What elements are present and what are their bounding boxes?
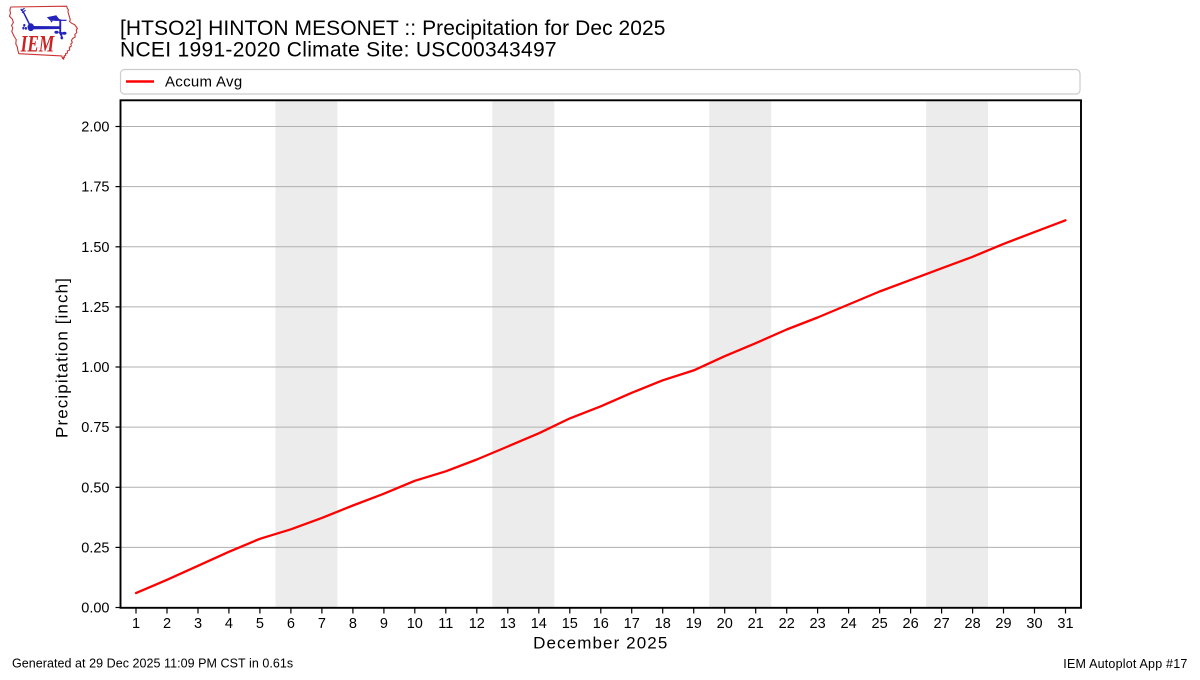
svg-text:16: 16: [593, 616, 609, 632]
svg-text:13: 13: [500, 616, 516, 632]
svg-text:25: 25: [872, 616, 888, 632]
svg-text:0.50: 0.50: [81, 480, 109, 496]
svg-text:9: 9: [380, 616, 388, 632]
svg-text:15: 15: [562, 616, 578, 632]
svg-text:[HTSO2] HINTON MESONET :: Prec: [HTSO2] HINTON MESONET :: Precipitation …: [120, 17, 666, 40]
svg-text:28: 28: [965, 616, 981, 632]
svg-text:10: 10: [407, 616, 423, 632]
svg-text:29: 29: [995, 616, 1011, 632]
svg-text:31: 31: [1057, 616, 1073, 632]
svg-text:December 2025: December 2025: [533, 633, 668, 652]
svg-text:14: 14: [531, 616, 547, 632]
svg-text:Precipitation [inch]: Precipitation [inch]: [53, 277, 72, 438]
svg-text:17: 17: [624, 616, 640, 632]
svg-text:8: 8: [349, 616, 357, 632]
svg-text:NCEI 1991-2020 Climate Site: U: NCEI 1991-2020 Climate Site: USC00343497: [120, 39, 557, 62]
svg-text:2.00: 2.00: [81, 120, 109, 136]
svg-text:30: 30: [1026, 616, 1042, 632]
svg-text:3: 3: [194, 616, 202, 632]
svg-text:1.75: 1.75: [81, 180, 109, 196]
svg-text:1: 1: [132, 616, 140, 632]
svg-text:2: 2: [163, 616, 171, 632]
svg-text:20: 20: [717, 616, 733, 632]
svg-text:6: 6: [287, 616, 295, 632]
svg-text:27: 27: [934, 616, 950, 632]
svg-text:7: 7: [318, 616, 326, 632]
svg-text:24: 24: [841, 616, 857, 632]
svg-text:1.50: 1.50: [81, 240, 109, 256]
svg-text:21: 21: [748, 616, 764, 632]
svg-text:0.75: 0.75: [81, 420, 109, 436]
svg-text:18: 18: [655, 616, 671, 632]
svg-text:23: 23: [810, 616, 826, 632]
svg-text:0.25: 0.25: [81, 541, 109, 557]
svg-text:26: 26: [903, 616, 919, 632]
svg-text:4: 4: [225, 616, 233, 632]
svg-text:11: 11: [438, 616, 453, 632]
svg-text:Accum Avg: Accum Avg: [165, 74, 242, 91]
svg-text:12: 12: [469, 616, 485, 632]
svg-text:1.25: 1.25: [81, 300, 109, 316]
svg-text:5: 5: [256, 616, 264, 632]
svg-text:IEM Autoplot App #17: IEM Autoplot App #17: [1063, 657, 1187, 671]
svg-text:1.00: 1.00: [81, 360, 109, 376]
svg-text:IEM: IEM: [20, 31, 55, 56]
svg-text:19: 19: [686, 616, 702, 632]
svg-text:0.00: 0.00: [81, 601, 109, 617]
svg-text:22: 22: [779, 616, 795, 632]
svg-text:Generated at 29 Dec 2025 11:09: Generated at 29 Dec 2025 11:09 PM CST in…: [12, 656, 293, 670]
